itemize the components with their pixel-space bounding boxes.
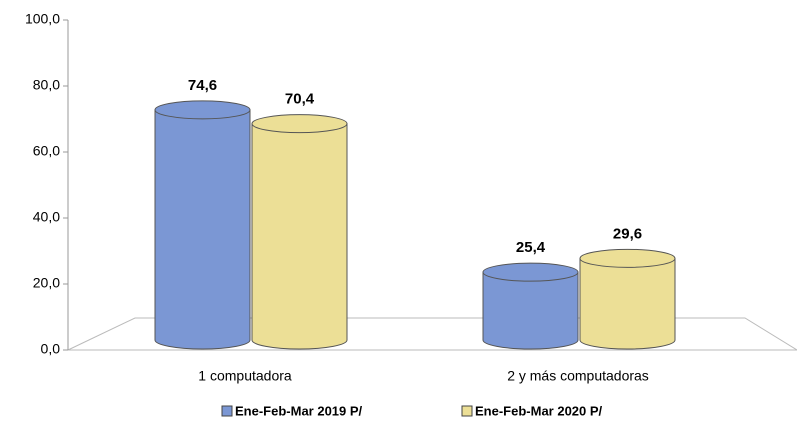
bar-top [251, 114, 348, 134]
y-tick-label: 80,0 [33, 77, 60, 93]
x-tick-label: 1 computadora [198, 368, 292, 384]
bar-body [154, 109, 251, 350]
bar [154, 100, 251, 350]
legend-label: Ene-Feb-Mar 2019 P/ [235, 403, 363, 418]
value-label: 25,4 [516, 239, 546, 256]
value-label: 29,6 [613, 225, 642, 242]
bar-body [482, 271, 579, 350]
legend-swatch [461, 405, 473, 417]
bar-top [154, 100, 251, 120]
y-tick-label: 60,0 [33, 143, 60, 159]
legend-swatch [221, 405, 233, 417]
bar-body [579, 257, 676, 350]
x-tick-label: 2 y más computadoras [507, 368, 649, 384]
y-tick-label: 100,0 [25, 11, 60, 27]
y-tick-label: 0,0 [41, 341, 61, 357]
bar [251, 114, 348, 350]
legend-label: Ene-Feb-Mar 2020 P/ [475, 403, 603, 418]
bar [482, 262, 579, 350]
y-tick-label: 40,0 [33, 209, 60, 225]
bar-top [482, 262, 579, 282]
bar-top [579, 248, 676, 268]
y-tick-label: 20,0 [33, 275, 60, 291]
value-label: 70,4 [285, 91, 315, 108]
bar-body [251, 123, 348, 350]
bar [579, 248, 676, 350]
value-label: 74,6 [188, 77, 217, 94]
